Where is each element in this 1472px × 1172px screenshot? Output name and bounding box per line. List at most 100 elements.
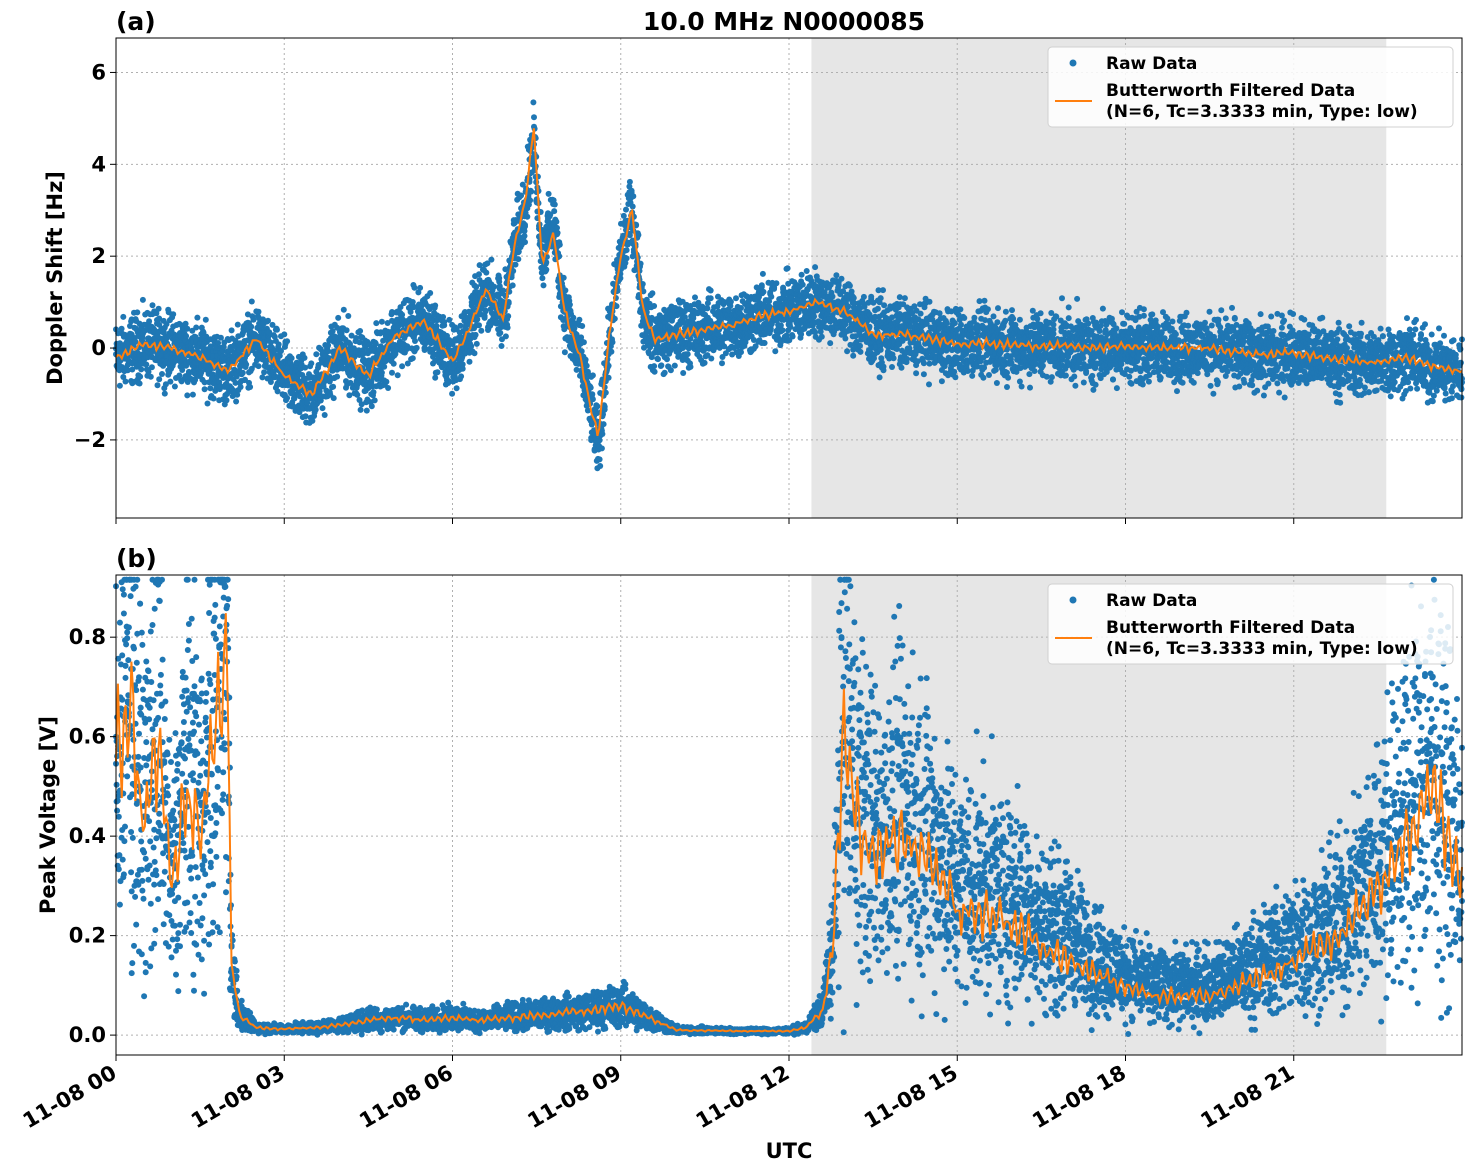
raw-point xyxy=(531,114,537,120)
raw-point xyxy=(672,363,678,369)
raw-point xyxy=(303,413,309,419)
raw-point xyxy=(395,372,401,378)
raw-point xyxy=(902,295,908,301)
raw-point xyxy=(651,363,657,369)
raw-point xyxy=(952,320,958,326)
raw-point xyxy=(435,369,441,375)
raw-point xyxy=(156,376,162,382)
raw-point xyxy=(505,313,511,319)
raw-point xyxy=(991,313,997,319)
raw-point xyxy=(432,303,438,309)
raw-point xyxy=(588,385,594,391)
raw-point xyxy=(606,375,612,381)
raw-point xyxy=(994,319,1000,325)
raw-point xyxy=(499,343,505,349)
raw-point xyxy=(503,333,509,339)
raw-point xyxy=(830,294,836,300)
raw-point xyxy=(899,365,905,371)
raw-point xyxy=(842,336,848,342)
raw-point xyxy=(522,224,528,230)
raw-point xyxy=(203,317,209,323)
raw-point xyxy=(276,341,282,347)
raw-point xyxy=(474,316,480,322)
raw-point xyxy=(1004,384,1010,390)
raw-point xyxy=(850,353,856,359)
raw-point xyxy=(134,309,140,315)
raw-point xyxy=(624,247,630,253)
raw-point xyxy=(1019,384,1025,390)
raw-point xyxy=(248,324,254,330)
raw-point xyxy=(827,340,833,346)
raw-point xyxy=(211,396,217,402)
raw-point xyxy=(369,403,375,409)
raw-point xyxy=(845,304,851,310)
raw-point xyxy=(708,288,714,294)
raw-point xyxy=(904,356,910,362)
raw-point xyxy=(952,374,958,380)
raw-point xyxy=(183,321,189,327)
raw-point xyxy=(389,370,395,376)
raw-point xyxy=(132,339,138,345)
raw-point xyxy=(528,189,534,195)
raw-point xyxy=(148,374,154,380)
raw-point xyxy=(1044,374,1050,380)
raw-point xyxy=(476,322,482,328)
raw-point xyxy=(235,322,241,328)
raw-point xyxy=(344,327,350,333)
raw-point xyxy=(322,412,328,418)
raw-point xyxy=(472,350,478,356)
raw-point xyxy=(800,282,806,288)
raw-point xyxy=(543,267,549,273)
raw-point xyxy=(259,374,265,380)
raw-point xyxy=(496,275,502,281)
panel-label-a: (a) xyxy=(116,7,156,36)
raw-point xyxy=(630,193,636,199)
raw-point xyxy=(167,379,173,385)
raw-point xyxy=(379,319,385,325)
raw-point xyxy=(414,345,420,351)
raw-point xyxy=(927,361,933,367)
raw-point xyxy=(971,315,977,321)
raw-point xyxy=(584,363,590,369)
raw-point xyxy=(685,351,691,357)
raw-point xyxy=(819,334,825,340)
raw-point xyxy=(608,349,614,355)
raw-point xyxy=(120,314,126,320)
raw-point xyxy=(570,315,576,321)
raw-point xyxy=(172,384,178,390)
raw-point xyxy=(688,336,694,342)
raw-point xyxy=(583,357,589,363)
raw-point xyxy=(944,320,950,326)
raw-point xyxy=(478,328,484,334)
raw-point xyxy=(704,305,710,311)
raw-point xyxy=(162,391,168,397)
raw-point xyxy=(373,320,379,326)
raw-point xyxy=(524,214,530,220)
raw-point xyxy=(488,257,494,263)
raw-point xyxy=(976,349,982,355)
raw-point xyxy=(857,343,863,349)
raw-point xyxy=(224,397,230,403)
raw-point xyxy=(875,306,881,312)
raw-point xyxy=(383,379,389,385)
raw-point xyxy=(243,362,249,368)
raw-point xyxy=(1032,368,1038,374)
raw-point xyxy=(117,383,123,389)
raw-point xyxy=(627,179,633,185)
raw-point xyxy=(190,392,196,398)
raw-point xyxy=(897,294,903,300)
raw-point xyxy=(762,340,768,346)
raw-point xyxy=(410,299,416,305)
raw-point xyxy=(265,318,271,324)
raw-point xyxy=(664,356,670,362)
raw-point xyxy=(590,396,596,402)
raw-point xyxy=(522,233,528,239)
raw-point xyxy=(780,327,786,333)
raw-point xyxy=(597,456,603,462)
raw-point xyxy=(881,302,887,308)
raw-point xyxy=(202,386,208,392)
raw-point xyxy=(170,311,176,317)
raw-point xyxy=(658,362,664,368)
raw-point xyxy=(522,239,528,245)
raw-point xyxy=(240,370,246,376)
